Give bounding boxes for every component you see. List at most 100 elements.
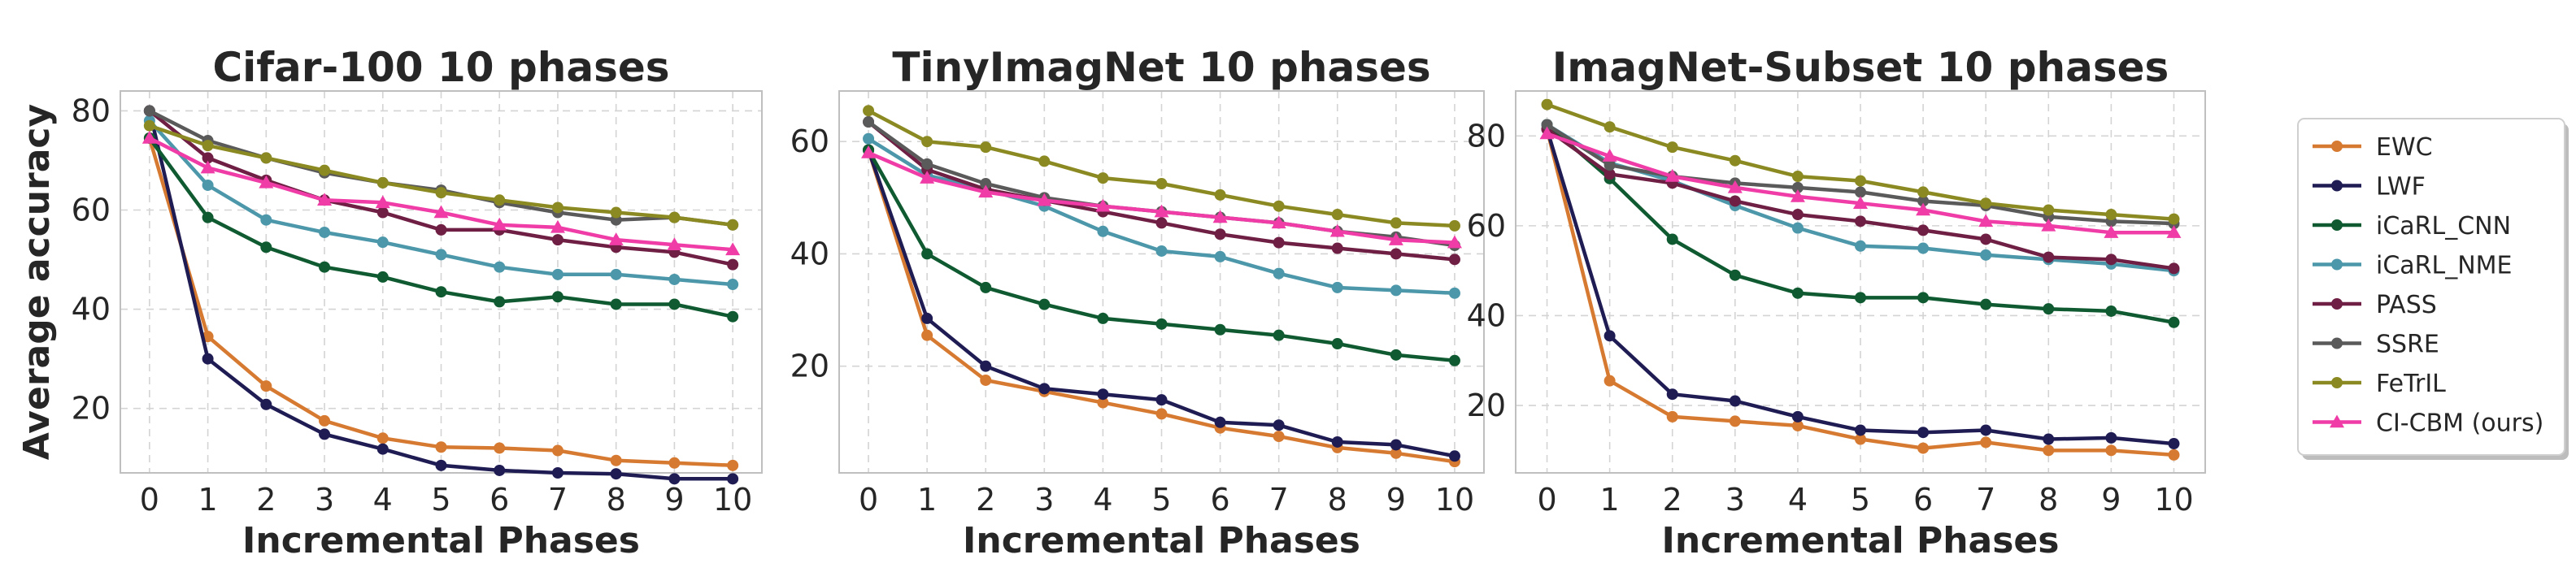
data-point bbox=[980, 178, 992, 190]
data-point bbox=[2168, 438, 2180, 450]
data-point bbox=[433, 205, 449, 219]
data-point bbox=[2105, 431, 2117, 444]
data-point bbox=[435, 187, 447, 199]
data-point bbox=[1214, 323, 1226, 336]
data-point bbox=[435, 441, 447, 453]
data-point bbox=[551, 444, 564, 457]
series-fetril bbox=[1541, 98, 2180, 225]
data-point bbox=[1331, 281, 1343, 293]
y-tick-label: 20 bbox=[72, 391, 111, 427]
data-point bbox=[1390, 349, 1402, 361]
data-point bbox=[863, 105, 875, 117]
data-point bbox=[1666, 410, 1678, 422]
data-point bbox=[551, 291, 564, 303]
series-fetril bbox=[863, 105, 1460, 232]
x-tick-label: 8 bbox=[1328, 482, 1347, 518]
data-point bbox=[1603, 330, 1616, 342]
data-point bbox=[319, 414, 331, 427]
data-point bbox=[1097, 388, 1109, 401]
data-point bbox=[376, 443, 389, 455]
data-point bbox=[1855, 215, 1866, 228]
data-point bbox=[1273, 236, 1285, 249]
data-point bbox=[2168, 316, 2180, 328]
data-point bbox=[1390, 217, 1402, 229]
x-tick-label: 1 bbox=[917, 482, 937, 518]
data-point bbox=[550, 219, 565, 233]
data-point bbox=[2166, 225, 2182, 238]
data-point bbox=[202, 179, 214, 191]
data-point bbox=[202, 152, 214, 164]
legend: EWC LWF iCaRL_CNN iCaRL_NME PASS SSRE FeTrIL CI… bbox=[2297, 118, 2569, 460]
data-point bbox=[1729, 195, 1741, 207]
data-point bbox=[494, 261, 506, 273]
data-point bbox=[1273, 267, 1285, 280]
series-pass bbox=[863, 116, 1460, 266]
x-tick-label: 3 bbox=[1725, 482, 1745, 518]
data-point bbox=[2043, 433, 2055, 445]
x-axis-label: Incremental Phases bbox=[242, 520, 640, 561]
x-tick-label: 5 bbox=[1851, 482, 1870, 518]
data-point bbox=[1917, 224, 1930, 236]
data-point bbox=[1855, 424, 1866, 436]
data-point bbox=[1539, 126, 1555, 140]
data-point bbox=[1271, 215, 1286, 229]
data-point bbox=[494, 442, 506, 454]
data-point bbox=[2168, 213, 2180, 225]
y-tick-label: 40 bbox=[72, 292, 111, 327]
legend-label: CI-CBM (ours) bbox=[2376, 410, 2543, 438]
legend-swatch-marker bbox=[2331, 337, 2343, 349]
chart-panel-3: ImagNet-Subset 10 phases 0 1 2 3 4 5 6 7 8 9 10 20 40… bbox=[1467, 44, 2206, 561]
data-point bbox=[551, 467, 564, 479]
data-point bbox=[376, 271, 389, 283]
data-point bbox=[435, 459, 447, 471]
data-point bbox=[1214, 188, 1226, 201]
data-point bbox=[1448, 254, 1460, 266]
data-point bbox=[727, 219, 739, 231]
data-point bbox=[1729, 415, 1741, 427]
x-tick-label: 8 bbox=[607, 482, 626, 518]
data-point bbox=[260, 241, 272, 254]
data-point bbox=[1273, 419, 1285, 431]
data-point bbox=[863, 116, 875, 128]
data-point bbox=[319, 226, 331, 238]
legend-label: PASS bbox=[2376, 291, 2437, 319]
data-point bbox=[1038, 155, 1051, 167]
data-point bbox=[435, 223, 447, 236]
y-tick-label: 80 bbox=[1467, 118, 1506, 154]
data-point bbox=[1097, 225, 1109, 237]
data-point bbox=[2043, 251, 2055, 263]
data-point bbox=[1664, 169, 1680, 182]
x-tick-label: 3 bbox=[1034, 482, 1054, 518]
data-point bbox=[1390, 439, 1402, 451]
legend-swatch-marker bbox=[2331, 258, 2343, 271]
x-tick-label: 10 bbox=[2154, 482, 2193, 518]
data-point bbox=[1666, 141, 1678, 154]
legend-label: iCaRL_NME bbox=[2376, 252, 2513, 280]
plot-frame bbox=[1515, 90, 2206, 474]
data-point bbox=[1603, 375, 1616, 387]
series-icarl-cnn bbox=[1541, 119, 2180, 328]
data-point bbox=[920, 171, 935, 184]
data-point bbox=[1727, 180, 1743, 193]
data-point bbox=[1038, 298, 1051, 310]
data-point bbox=[200, 160, 215, 174]
data-point bbox=[1329, 223, 1345, 237]
series-fetril bbox=[143, 119, 739, 231]
data-point bbox=[1214, 228, 1226, 240]
x-tick-label: 4 bbox=[373, 482, 393, 518]
data-point bbox=[1790, 188, 1805, 202]
data-point bbox=[610, 468, 622, 480]
data-point bbox=[727, 473, 739, 485]
plot-frame bbox=[838, 90, 1485, 474]
data-point bbox=[1448, 354, 1460, 366]
data-point bbox=[2041, 218, 2056, 232]
data-point bbox=[259, 175, 274, 188]
data-point bbox=[551, 202, 564, 214]
legend-entry-lwf: LWF bbox=[2313, 173, 2426, 202]
chart-panel-1: Cifar-100 10 phases 0 1 2 3 4 5 6 7 8 9 10 20 40 60 80 I… bbox=[16, 44, 763, 561]
data-point bbox=[1853, 196, 1868, 209]
data-point bbox=[978, 184, 994, 198]
y-tick-label: 20 bbox=[790, 349, 829, 384]
x-tick-label: 2 bbox=[976, 482, 995, 518]
